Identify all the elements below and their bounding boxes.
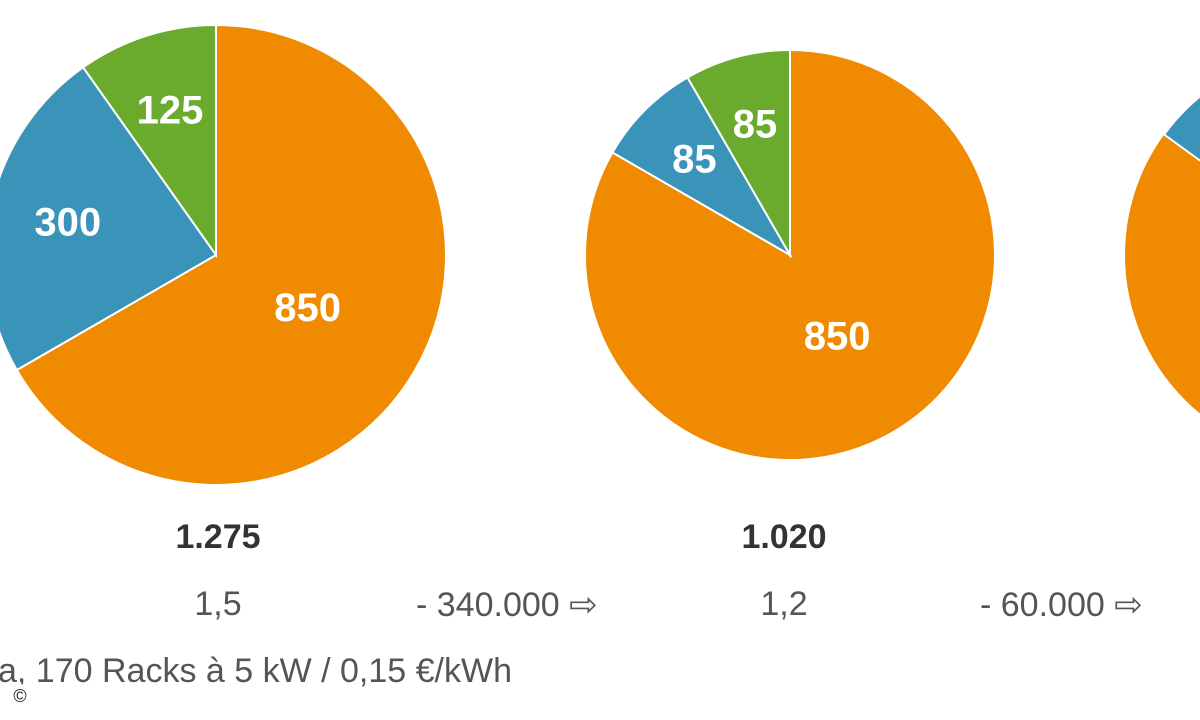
saving-2: - 60.000 ⇨ [980,586,1143,624]
pie-1-slice-3 [81,23,217,259]
pie-3-partial [1125,96,1200,414]
pie-2-slice-1-label: 850 [804,315,871,359]
pie-3-partial-slice [1162,95,1200,162]
pie-1-total: 1.275 [175,518,261,556]
pie-1-slice-2 [0,65,218,372]
pie-2-pue: 1,2 [760,585,808,623]
saving-1: - 340.000 ⇨ [416,586,598,624]
pie-1-slice-3-label: 125 [137,88,204,132]
pie-2-total: 1.020 [741,518,827,556]
pie-2-slice-3 [686,48,791,259]
pie-1-slice-1-label: 850 [274,286,341,330]
pie-2-slice-3-label: 85 [733,102,778,146]
pie-1-slice-2-label: 300 [34,201,101,245]
pie-2-slice-2-label: 85 [672,137,717,181]
pie-1-slice-1 [15,23,447,486]
pie-2-slice-2 [611,76,793,258]
copyright-mark: © [8,684,32,708]
footnote: a, 170 Racks à 5 kW / 0,15 €/kWh [0,652,513,690]
pie-1-pue: 1,5 [194,585,242,623]
